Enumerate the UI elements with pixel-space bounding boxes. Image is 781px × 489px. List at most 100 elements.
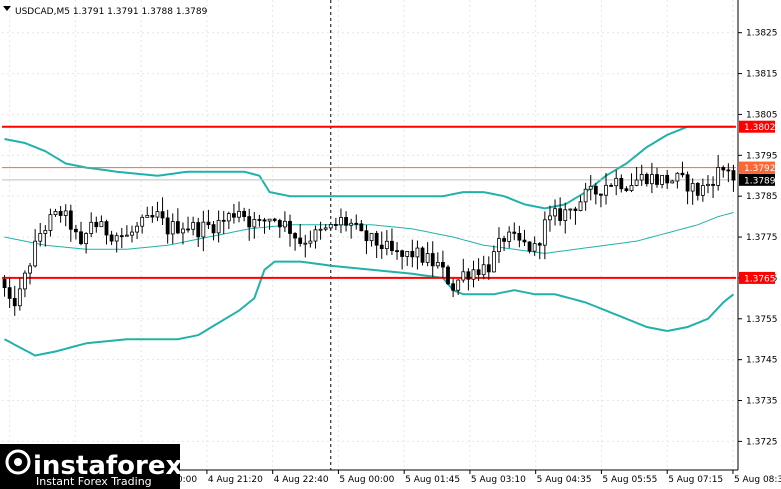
candle[interactable] [211, 221, 216, 241]
candle[interactable] [155, 201, 160, 222]
candle[interactable] [221, 210, 226, 235]
candle[interactable] [293, 232, 297, 251]
candle[interactable] [186, 216, 190, 233]
candle[interactable] [272, 217, 277, 223]
candle[interactable] [135, 222, 139, 240]
candle[interactable] [2, 275, 7, 297]
candle[interactable] [130, 225, 134, 243]
candle[interactable] [247, 208, 252, 241]
candle[interactable] [262, 217, 267, 234]
candle[interactable] [517, 225, 522, 248]
candle[interactable] [94, 216, 99, 233]
candle[interactable] [522, 229, 527, 247]
candle[interactable] [114, 232, 119, 253]
candle[interactable] [731, 164, 736, 192]
candle[interactable] [48, 208, 53, 237]
candle[interactable] [481, 255, 486, 280]
candle[interactable] [593, 183, 598, 205]
candle[interactable] [53, 208, 58, 217]
candle[interactable] [181, 222, 185, 245]
candle[interactable] [74, 224, 78, 240]
candle[interactable] [140, 214, 145, 234]
candle[interactable] [430, 241, 435, 277]
candle[interactable] [252, 212, 257, 239]
candle[interactable] [79, 221, 83, 246]
candle[interactable] [563, 202, 568, 234]
candle[interactable] [232, 203, 236, 224]
candle[interactable] [435, 252, 440, 269]
candle[interactable] [23, 270, 27, 298]
candle[interactable] [425, 242, 430, 267]
candle[interactable] [99, 215, 104, 228]
candle[interactable] [226, 211, 231, 230]
candle[interactable] [527, 241, 532, 254]
candle[interactable] [655, 167, 659, 188]
candle[interactable] [277, 218, 282, 238]
candle[interactable] [7, 277, 12, 309]
candle[interactable] [390, 228, 394, 256]
candle[interactable] [405, 251, 410, 266]
candle[interactable] [548, 205, 552, 232]
candle[interactable] [333, 217, 338, 231]
candle[interactable] [104, 219, 109, 245]
candle[interactable] [721, 165, 726, 178]
candle[interactable] [109, 230, 114, 246]
candle[interactable] [395, 242, 399, 260]
candle[interactable] [609, 183, 614, 187]
candle[interactable] [599, 193, 603, 208]
candle[interactable] [17, 278, 22, 311]
candle[interactable] [420, 246, 425, 266]
candle[interactable] [441, 250, 445, 279]
candle[interactable] [649, 162, 654, 194]
candle[interactable] [323, 224, 328, 232]
candle[interactable] [28, 262, 32, 285]
candle[interactable] [298, 223, 303, 247]
candle[interactable] [63, 204, 68, 227]
candle[interactable] [237, 201, 241, 223]
candle[interactable] [369, 232, 374, 247]
candle[interactable] [170, 213, 175, 244]
candle[interactable] [542, 211, 547, 260]
candle[interactable] [690, 178, 695, 205]
candle[interactable] [711, 176, 715, 199]
candle[interactable] [303, 234, 308, 258]
candle[interactable] [644, 172, 649, 187]
candle[interactable] [634, 166, 639, 187]
candle[interactable] [446, 264, 450, 285]
candle[interactable] [670, 179, 675, 184]
candle[interactable] [532, 236, 537, 256]
candle[interactable] [349, 218, 354, 239]
candle[interactable] [68, 204, 73, 242]
candle[interactable] [456, 279, 461, 295]
candle[interactable] [191, 216, 196, 236]
candle[interactable] [119, 227, 124, 249]
candle[interactable] [486, 256, 491, 280]
candle[interactable] [716, 155, 721, 191]
candle[interactable] [150, 206, 155, 223]
candle[interactable] [282, 211, 287, 232]
candle[interactable] [308, 230, 313, 248]
candle[interactable] [84, 232, 89, 254]
candle[interactable] [410, 239, 415, 268]
candle[interactable] [466, 268, 471, 291]
candle[interactable] [288, 214, 292, 247]
candle[interactable] [471, 260, 476, 288]
candle[interactable] [354, 214, 359, 230]
candle[interactable] [553, 199, 557, 226]
candle[interactable] [344, 211, 348, 232]
candle[interactable] [175, 208, 180, 235]
candle[interactable] [379, 231, 384, 259]
candle[interactable] [58, 205, 63, 223]
candle[interactable] [573, 206, 578, 225]
candle[interactable] [374, 230, 379, 259]
candle[interactable] [400, 249, 405, 270]
candle[interactable] [364, 225, 369, 255]
candle[interactable] [706, 175, 710, 194]
candle[interactable] [38, 222, 43, 247]
candle[interactable] [558, 197, 563, 226]
candle[interactable] [476, 258, 481, 281]
candle[interactable] [201, 210, 206, 252]
candle[interactable] [695, 182, 700, 201]
candle[interactable] [12, 285, 17, 316]
